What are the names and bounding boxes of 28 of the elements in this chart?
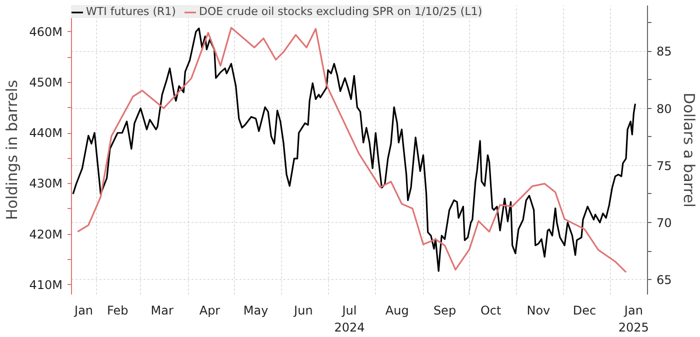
x-tick-label: Jan (74, 304, 94, 318)
y2-tick-label: 85 (656, 44, 672, 59)
y-tick-label: 430M (29, 176, 63, 191)
x-tick-label: Feb (106, 304, 128, 318)
y-tick-label: 410M (29, 278, 63, 292)
x-tick-label: Dec (572, 304, 596, 318)
x-tick-label: Jul 2024 (334, 304, 365, 334)
x-tick-label: Nov (526, 304, 550, 318)
y2-tick-label: 75 (656, 158, 672, 173)
y-tick-label: 440M (29, 126, 63, 140)
y2-tick-label: 80 (656, 102, 672, 116)
y-tick-label: 460M (29, 24, 63, 39)
y-tick-label: 450M (29, 75, 63, 90)
x-tick-label: Apr (199, 304, 220, 318)
y2-tick-label: 70 (656, 216, 672, 230)
y-tick-label: 420M (29, 227, 63, 242)
y2-tick-label: 65 (656, 273, 672, 288)
x-tick-label: Mar (150, 304, 174, 318)
x-tick-label: Jun (293, 304, 313, 318)
x-tick-label: Aug (385, 304, 409, 318)
x-tick-label: Oct (480, 304, 502, 318)
x-tick-label: May (243, 304, 268, 318)
x-tick-label: Sep (433, 304, 456, 318)
text: WTI futures (R1) (86, 5, 176, 18)
legend-label: DOE crude oil stocks excluding SPR on 1/10/25 (L1) (198, 5, 482, 18)
y-axis-title: Holdings in barrels (3, 80, 22, 220)
x-tick-label: Jan 2025 (618, 304, 649, 334)
y2-axis-title: Dollars a barrel (680, 92, 698, 208)
